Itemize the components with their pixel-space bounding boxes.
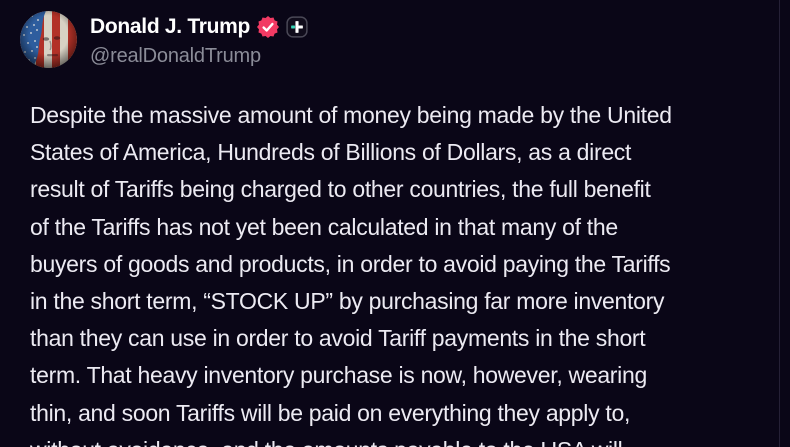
post-text-line: thin, and soon Tariffs will be paid on e… [30,399,631,426]
user-handle[interactable]: @realDonaldTrump [90,45,261,67]
post-text-line: than they can use in order to avoid Tari… [30,325,646,352]
post-text-line: without avoidance, and the amounts payab… [30,432,762,447]
post-text-line: result of Tariffs being charged to other… [30,176,651,203]
card-right-border [779,0,780,447]
post-text: Despite the massive amount of money bein… [30,97,762,447]
verified-seal-check-icon [257,16,280,38]
flag-painted-face-avatar-icon [20,11,77,68]
post-text-line: Despite the massive amount of money bein… [30,102,672,128]
display-name[interactable]: Donald J. Trump [90,15,251,38]
post-text-line: States of America, Hundreds of Billions … [30,139,632,166]
post-text-line: in the short term, “STOCK UP” by purchas… [30,288,665,315]
avatar[interactable] [20,11,77,68]
truth-plus-badge-icon [286,16,308,38]
post-text-line: buyers of goods and products, in order t… [30,250,671,277]
post-text-line: term. That heavy inventory purchase is n… [30,362,647,389]
post-text-line: of the Tariffs has not yet been calculat… [30,213,618,240]
name-row: Donald J. Trump [90,13,308,41]
